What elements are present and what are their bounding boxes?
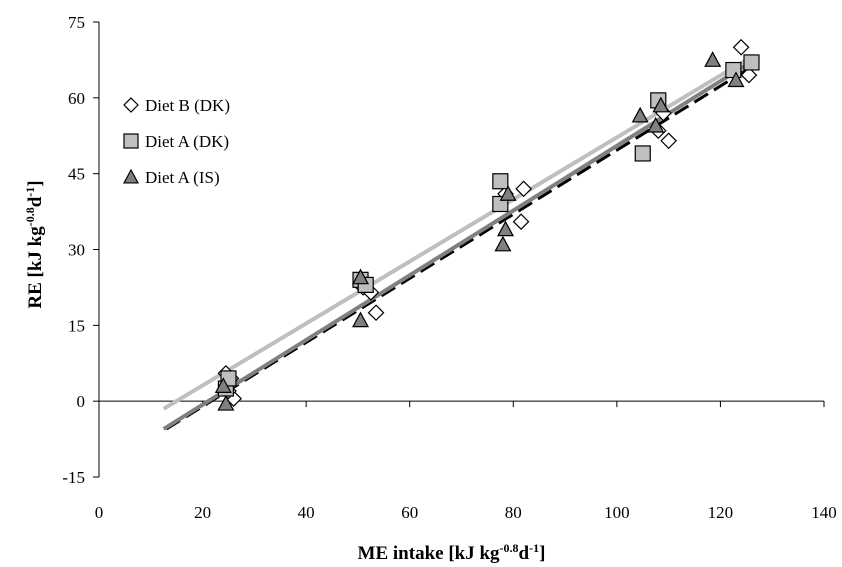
data-point-triangle bbox=[217, 394, 235, 411]
x-tick-label: 0 bbox=[95, 503, 104, 522]
y-axis-title-mid: d bbox=[25, 196, 46, 207]
data-points bbox=[214, 38, 760, 411]
y-tick-label: 0 bbox=[77, 392, 86, 411]
y-axis-title: RE [kJ kg-0.8d-1] bbox=[23, 180, 46, 308]
data-point-triangle bbox=[352, 268, 370, 285]
legend-label: Diet A (IS) bbox=[145, 168, 220, 187]
x-tick-label: 20 bbox=[194, 503, 211, 522]
y-tick-label: 75 bbox=[68, 13, 85, 32]
x-tick-label: 100 bbox=[604, 503, 630, 522]
x-tick-label: 80 bbox=[505, 503, 522, 522]
data-point-diamond bbox=[515, 180, 532, 198]
data-point-diamond bbox=[512, 213, 530, 231]
fit-lines bbox=[162, 58, 748, 431]
x-axis-title-mid: d bbox=[519, 543, 530, 564]
data-point-square bbox=[743, 54, 760, 71]
data-point-square bbox=[725, 61, 742, 79]
data-point-square bbox=[634, 145, 651, 162]
data-point-triangle bbox=[727, 71, 745, 88]
series-diamond bbox=[217, 38, 758, 407]
x-axis-title-base: ME intake [kJ kg bbox=[358, 543, 500, 564]
x-tick-label: 120 bbox=[708, 503, 734, 522]
y-tick-label: 15 bbox=[68, 316, 85, 335]
data-point-diamond bbox=[660, 132, 677, 150]
y-tick-label: -15 bbox=[62, 468, 85, 487]
y-axis-title-sup1: -0.8 bbox=[23, 207, 37, 226]
x-axis-title-end: ] bbox=[539, 543, 545, 564]
x-axis-title-sup1: -0.8 bbox=[500, 541, 519, 555]
axis-ticks: -15 0 15 30 45 60 75 0 20 40 60 80 100 120 140 bbox=[62, 13, 836, 522]
data-point-triangle bbox=[214, 377, 232, 393]
data-point-triangle bbox=[631, 106, 649, 123]
y-tick-label: 45 bbox=[68, 165, 85, 184]
y-tick-label: 30 bbox=[68, 241, 85, 260]
data-point-diamond bbox=[732, 38, 750, 56]
x-tick-label: 140 bbox=[811, 503, 837, 522]
x-tick-label: 60 bbox=[401, 503, 418, 522]
legend-marker-square bbox=[123, 133, 139, 149]
data-point-triangle bbox=[497, 220, 515, 237]
y-tick-label: 60 bbox=[68, 89, 85, 108]
data-point-diamond bbox=[367, 304, 385, 322]
x-axis-title-sup2: -1 bbox=[529, 541, 539, 555]
data-point-triangle bbox=[652, 96, 670, 113]
data-point-triangle bbox=[499, 185, 517, 201]
series-triangle bbox=[214, 51, 745, 411]
data-point-triangle bbox=[704, 51, 722, 67]
data-point-triangle bbox=[352, 311, 370, 328]
y-axis-title-sup2: -1 bbox=[23, 187, 37, 197]
y-axis-title-end: ] bbox=[25, 180, 46, 186]
legend-marker-diamond bbox=[123, 97, 139, 113]
legend-marker-triangle bbox=[122, 168, 140, 184]
legend-label: Diet A (DK) bbox=[145, 132, 229, 151]
legend: Diet B (DK) Diet A (DK) Diet A (IS) bbox=[122, 96, 230, 187]
y-axis-title-base: RE [kJ kg bbox=[25, 226, 46, 309]
legend-label: Diet B (DK) bbox=[145, 96, 230, 115]
x-tick-label: 40 bbox=[298, 503, 315, 522]
data-point-triangle bbox=[647, 116, 665, 133]
fit-line-3 bbox=[162, 58, 748, 411]
data-point-square bbox=[492, 173, 509, 190]
fit-line-2 bbox=[162, 63, 748, 431]
data-point-triangle bbox=[494, 235, 512, 252]
data-point-diamond bbox=[740, 66, 758, 84]
x-axis-title: ME intake [kJ kg-0.8d-1] bbox=[358, 541, 546, 564]
